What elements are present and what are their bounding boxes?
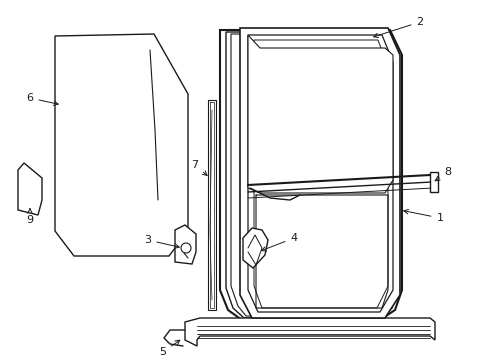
Text: 4: 4 xyxy=(261,233,297,251)
Polygon shape xyxy=(225,32,397,318)
Polygon shape xyxy=(175,225,196,264)
Polygon shape xyxy=(240,28,399,318)
Text: 2: 2 xyxy=(373,17,423,37)
Polygon shape xyxy=(253,40,387,308)
Polygon shape xyxy=(18,163,42,215)
Polygon shape xyxy=(207,100,216,310)
Text: 1: 1 xyxy=(403,210,443,223)
Polygon shape xyxy=(55,34,187,256)
Text: 3: 3 xyxy=(144,235,179,248)
Circle shape xyxy=(181,243,191,253)
Polygon shape xyxy=(230,34,393,316)
Polygon shape xyxy=(247,35,392,312)
Text: 7: 7 xyxy=(191,160,206,175)
Polygon shape xyxy=(429,172,437,192)
Text: 5: 5 xyxy=(159,340,180,357)
Polygon shape xyxy=(65,40,182,248)
Polygon shape xyxy=(243,228,267,268)
Polygon shape xyxy=(247,35,392,193)
Polygon shape xyxy=(60,37,184,252)
Text: 9: 9 xyxy=(26,209,34,225)
Polygon shape xyxy=(220,30,401,320)
Polygon shape xyxy=(184,318,434,346)
Text: 8: 8 xyxy=(434,167,450,181)
Text: 6: 6 xyxy=(26,93,58,105)
